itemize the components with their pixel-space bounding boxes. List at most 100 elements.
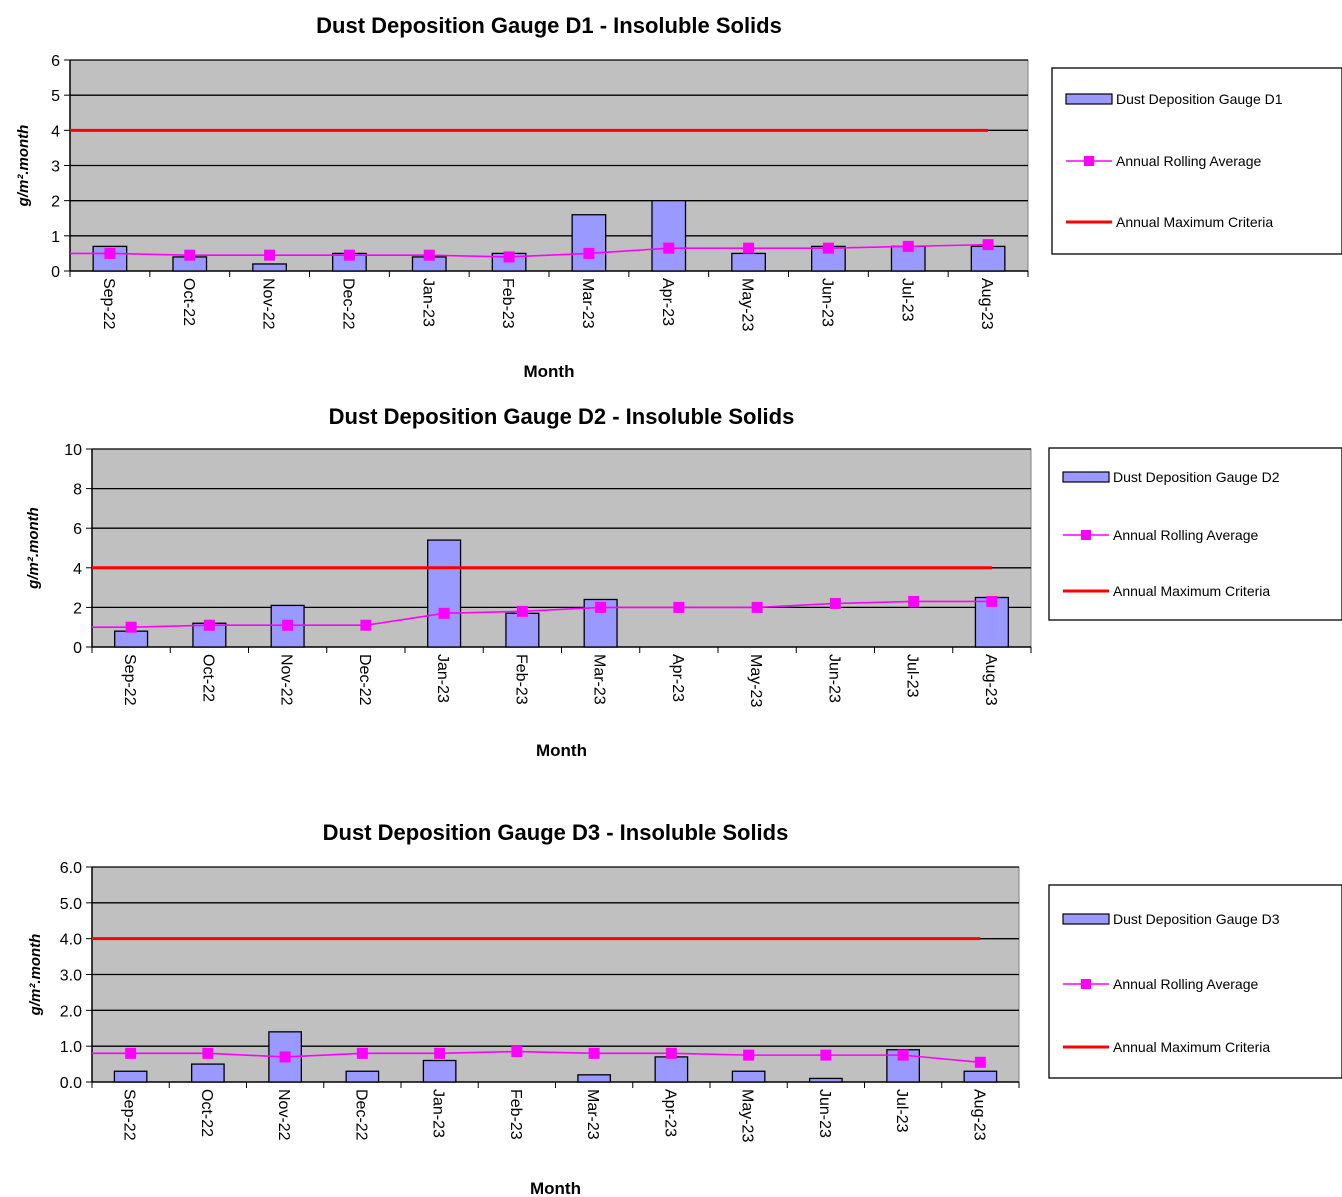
x-tick-label: Aug-23 xyxy=(970,1089,987,1141)
bar xyxy=(731,1070,766,1083)
bar xyxy=(571,214,607,272)
rolling-average-point xyxy=(438,607,450,619)
x-tick-label: Nov-22 xyxy=(260,278,277,330)
y-tick-label: 4.0 xyxy=(60,932,82,949)
x-tick-label: Nov-22 xyxy=(278,654,295,706)
x-tick-label: Apr-23 xyxy=(659,278,676,326)
bar xyxy=(651,200,687,272)
rolling-average-point xyxy=(516,605,528,617)
x-tick-label: Dec-22 xyxy=(339,278,356,330)
rolling-average-point xyxy=(822,242,834,254)
x-tick-label: Jan-23 xyxy=(430,1089,447,1138)
x-tick-label: Nov-22 xyxy=(275,1089,292,1141)
rolling-average-point xyxy=(665,1047,677,1059)
y-tick-label: 8 xyxy=(73,482,82,499)
legend-swatch-bar xyxy=(1062,471,1110,483)
rolling-average-point xyxy=(203,619,215,631)
y-tick-label: 0 xyxy=(73,640,82,657)
x-tick-label: Oct-22 xyxy=(198,1089,215,1137)
x-tick-label: Sep-22 xyxy=(100,278,117,330)
y-tick-label: 2.0 xyxy=(60,1003,82,1020)
rolling-average-point xyxy=(356,1047,368,1059)
bar xyxy=(191,1063,225,1083)
rolling-average-point xyxy=(282,619,294,631)
x-tick-label: Feb-23 xyxy=(499,278,516,329)
y-tick-label: 6 xyxy=(73,521,82,538)
x-tick-label: Jul-23 xyxy=(904,654,921,698)
x-tick-label: Jan-23 xyxy=(419,278,436,327)
y-tick-label: 0.0 xyxy=(60,1075,82,1092)
x-tick-label: Sep-22 xyxy=(121,1089,138,1141)
bar xyxy=(963,1070,998,1083)
y-tick-label: 6 xyxy=(51,53,60,70)
x-tick-label: Aug-23 xyxy=(978,278,995,330)
bar xyxy=(731,252,766,272)
x-tick-label: Dec-22 xyxy=(356,654,373,706)
y-tick-label: 4 xyxy=(73,561,82,578)
y-tick-label: 2 xyxy=(51,194,60,211)
rolling-average-point xyxy=(588,1047,600,1059)
x-tick-label: Dec-22 xyxy=(352,1089,369,1141)
rolling-average-point xyxy=(125,621,137,633)
legend: Dust Deposition Gauge D3 Annual Rolling A… xyxy=(1048,884,1342,1079)
x-tick-label: Sep-22 xyxy=(121,654,138,706)
rolling-average-point xyxy=(511,1046,523,1058)
legend-label: Dust Deposition Gauge D3 xyxy=(1113,911,1280,927)
legend-swatch-marker xyxy=(1081,979,1091,989)
legend-label: Annual Rolling Average xyxy=(1116,153,1262,169)
y-tick-label: 10 xyxy=(64,442,82,459)
x-tick-label: Oct-22 xyxy=(199,654,216,702)
x-tick-label: Apr-23 xyxy=(669,654,686,702)
y-tick-label: 3.0 xyxy=(60,968,82,985)
x-tick-label: Apr-23 xyxy=(661,1089,678,1137)
rolling-average-point xyxy=(343,249,355,261)
legend: Dust Deposition Gauge D1 Annual Rolling A… xyxy=(1051,67,1342,255)
legend-label: Annual Maximum Criteria xyxy=(1113,1039,1270,1055)
rolling-average-point xyxy=(434,1047,446,1059)
rolling-average-point xyxy=(104,247,116,259)
rolling-average-point xyxy=(673,601,685,613)
legend-label: Annual Rolling Average xyxy=(1113,976,1259,992)
legend-label: Dust Deposition Gauge D2 xyxy=(1113,469,1280,485)
bar xyxy=(345,1070,380,1083)
legend-label: Annual Maximum Criteria xyxy=(1113,583,1270,599)
legend-label: Annual Maximum Criteria xyxy=(1116,214,1273,230)
rolling-average-point xyxy=(743,242,755,254)
chart-title: Dust Deposition Gauge D2 - Insoluble Sol… xyxy=(329,404,795,429)
bar xyxy=(654,1056,689,1083)
rolling-average-point xyxy=(986,595,998,607)
x-tick-label: Mar-23 xyxy=(579,278,596,329)
x-tick-label: Jun-23 xyxy=(825,654,842,703)
x-tick-label: May-23 xyxy=(739,1089,756,1142)
x-tick-label: Jan-23 xyxy=(434,654,451,703)
rolling-average-point xyxy=(279,1051,291,1063)
legend: Dust Deposition Gauge D2 Annual Rolling A… xyxy=(1048,447,1342,621)
rolling-average-point xyxy=(751,601,763,613)
rolling-average-point xyxy=(663,242,675,254)
y-axis-title: g/m².month xyxy=(15,125,32,208)
legend-swatch-bar xyxy=(1065,93,1113,105)
legend-swatch-bar xyxy=(1062,913,1110,925)
rolling-average-point xyxy=(595,601,607,613)
chart-title: Dust Deposition Gauge D3 - Insoluble Sol… xyxy=(323,820,789,845)
y-tick-label: 2 xyxy=(73,600,82,617)
y-tick-label: 0 xyxy=(51,264,60,281)
rolling-average-point xyxy=(743,1049,755,1061)
y-tick-label: 1 xyxy=(51,229,60,246)
bar xyxy=(577,1074,611,1083)
legend-label: Annual Rolling Average xyxy=(1113,527,1259,543)
y-tick-label: 5.0 xyxy=(60,896,82,913)
rolling-average-point xyxy=(974,1056,986,1068)
rolling-average-point xyxy=(982,239,994,251)
x-tick-label: Jul-23 xyxy=(898,278,915,322)
rolling-average-point xyxy=(264,249,276,261)
bar xyxy=(113,1070,148,1083)
rolling-average-point xyxy=(583,247,595,259)
x-tick-label: Aug-23 xyxy=(982,654,999,706)
x-axis-title: Month xyxy=(536,741,587,760)
x-tick-label: Mar-23 xyxy=(584,1089,601,1140)
x-tick-label: Jun-23 xyxy=(818,278,835,327)
y-tick-label: 6.0 xyxy=(60,860,82,877)
x-tick-label: Jul-23 xyxy=(893,1089,910,1133)
